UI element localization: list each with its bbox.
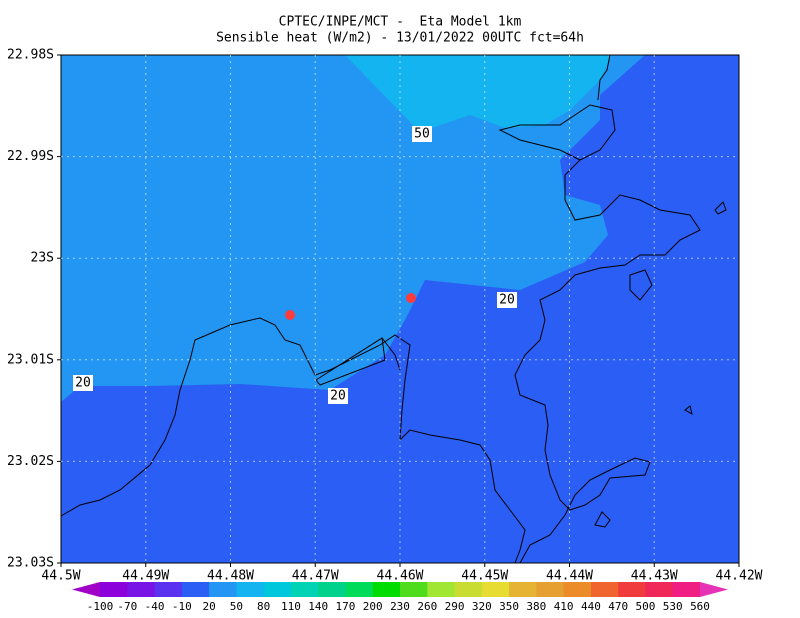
station-marker — [406, 293, 416, 303]
colorbar-segment — [318, 582, 346, 597]
subtitle: Sensible heat (W/m2) - 13/01/2022 00UTC … — [216, 31, 584, 46]
colorbar-segment — [672, 582, 701, 597]
contour-label: 20 — [330, 389, 346, 404]
colorbar-segment — [618, 582, 646, 597]
lat-label: 22.98S — [7, 48, 54, 63]
colorbar-label: 440 — [581, 600, 601, 613]
coastline — [597, 54, 611, 101]
region-high — [345, 55, 612, 132]
coastline — [594, 201, 727, 528]
contour-label: 50 — [414, 127, 430, 142]
lat-label: 23S — [31, 251, 54, 266]
colorbar-label: 170 — [336, 600, 356, 613]
colorbar-label: 560 — [690, 600, 710, 613]
colorbar-label: 80 — [257, 600, 270, 613]
lon-label: 44.48W — [207, 569, 254, 584]
contour-label-box — [73, 375, 93, 391]
colorbar-label: 140 — [308, 600, 328, 613]
contour-label-box — [497, 292, 517, 308]
colorbar-arrow — [72, 582, 100, 597]
colorbar-segment — [536, 582, 565, 597]
colorbar-label: 320 — [472, 600, 492, 613]
colorbar-label: 290 — [445, 600, 465, 613]
lon-label: 44.45W — [461, 569, 508, 584]
colorbar-segment — [454, 582, 483, 597]
colorbar-segment — [481, 582, 510, 597]
colorbar-segment — [645, 582, 674, 597]
contour-label-box — [412, 126, 432, 142]
colorbar-label: 260 — [417, 600, 437, 613]
colorbar-label: 470 — [608, 600, 628, 613]
colorbar-label: 410 — [554, 600, 574, 613]
colorbar-segment — [372, 582, 401, 597]
colorbar-label: -100 — [87, 600, 114, 613]
colorbar-label: 230 — [390, 600, 410, 613]
colorbar-segment — [509, 582, 537, 597]
region-mid — [61, 55, 645, 402]
colorbar-segment — [154, 582, 183, 597]
lon-label: 44.46W — [377, 569, 424, 584]
lon-label: 44.43W — [631, 569, 678, 584]
colorbar-segment — [400, 582, 428, 597]
colorbar-label: 50 — [230, 600, 243, 613]
colorbar-label: 110 — [281, 600, 301, 613]
lat-label: 23.02S — [7, 454, 54, 469]
lon-label: 44.49W — [122, 569, 169, 584]
colorbar-segment — [236, 582, 265, 597]
colorbar-segment — [263, 582, 292, 597]
coastline — [60, 317, 526, 564]
title: CPTEC/INPE/MCT - Eta Model 1km — [279, 15, 522, 30]
colorbar-segment — [345, 582, 374, 597]
colorbar-segment — [427, 582, 456, 597]
contour-label-box — [328, 388, 348, 404]
coastline — [498, 104, 701, 564]
colorbar-segment — [563, 582, 592, 597]
lat-label: 23.01S — [7, 352, 54, 367]
lon-label: 44.44W — [546, 569, 593, 584]
colorbar-segment — [209, 582, 237, 597]
lat-label: 22.99S — [7, 149, 54, 164]
colorbar-label: 350 — [499, 600, 519, 613]
colorbar-label: -70 — [117, 600, 137, 613]
colorbar-arrow — [700, 582, 728, 597]
colorbar-segment — [127, 582, 156, 597]
lon-label: 44.47W — [292, 569, 339, 584]
colorbar-segment — [290, 582, 319, 597]
lat-label: 23.03S — [7, 556, 54, 571]
colorbar-segment — [590, 582, 619, 597]
colorbar-label: 200 — [363, 600, 383, 613]
colorbar-segment — [100, 582, 128, 597]
colorbar-label: 380 — [526, 600, 546, 613]
colorbar-label: 500 — [636, 600, 656, 613]
station-marker — [285, 310, 295, 320]
colorbar-label: -10 — [172, 600, 192, 613]
lon-label: 44.5W — [41, 569, 80, 584]
contour-label: 20 — [499, 293, 515, 308]
lon-label: 44.42W — [716, 569, 763, 584]
colorbar-segment — [181, 582, 210, 597]
colorbar-label: 530 — [663, 600, 683, 613]
contour-label: 20 — [75, 376, 91, 391]
colorbar-label: -40 — [145, 600, 165, 613]
colorbar-label: 20 — [202, 600, 215, 613]
